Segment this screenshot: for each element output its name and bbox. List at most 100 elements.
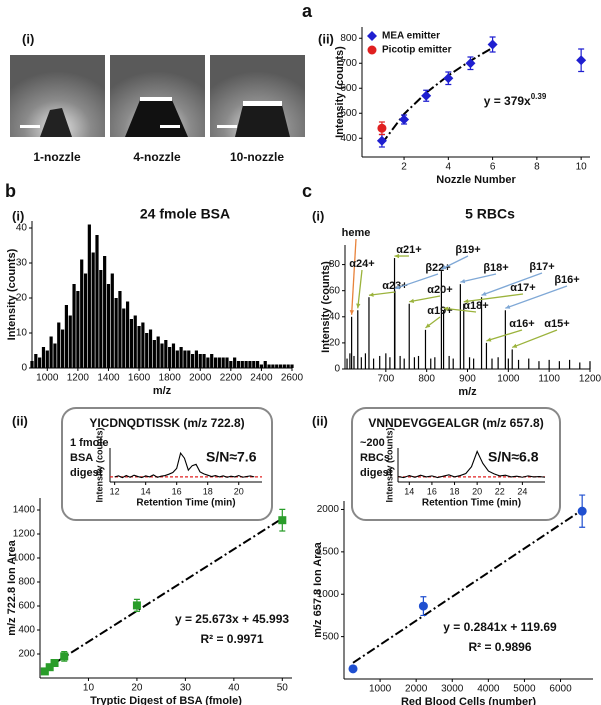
peak-label: α18+ bbox=[463, 300, 488, 312]
x-tick-label: 4 bbox=[446, 162, 452, 173]
annotation-arrowhead bbox=[409, 298, 415, 304]
annotation-arrow bbox=[409, 295, 441, 303]
peak-label: α24+ bbox=[349, 258, 374, 270]
photo-label: 1-nozzle bbox=[33, 150, 81, 164]
x-axis-label: Nozzle Number bbox=[436, 174, 516, 186]
x-axis-label: m/z bbox=[153, 385, 172, 397]
inset-frame bbox=[61, 407, 273, 521]
y-tick-label: 500 bbox=[340, 108, 357, 119]
annotation-arrow bbox=[511, 329, 558, 349]
x-axis-label: Retention Time (min) bbox=[136, 498, 235, 509]
legend-marker bbox=[367, 45, 377, 55]
panel-label: (ii) bbox=[318, 31, 334, 46]
annotation-arrowhead bbox=[486, 337, 492, 342]
annotation: y = 379x0.39 bbox=[484, 92, 547, 108]
marker bbox=[348, 664, 358, 674]
x-tick-label: 18 bbox=[203, 486, 213, 496]
x-tick-label: 12 bbox=[110, 486, 120, 496]
annotation-superscript: 0.39 bbox=[531, 92, 547, 101]
x-tick-label: 1200 bbox=[579, 374, 601, 385]
x-tick-label: 20 bbox=[472, 486, 482, 496]
y-tick-label: 60 bbox=[329, 285, 341, 296]
marker bbox=[40, 667, 49, 676]
marker bbox=[60, 652, 69, 661]
fit-line bbox=[381, 46, 494, 145]
annotation: y = 25.673x + 45.993 bbox=[175, 612, 289, 626]
emitter-tip bbox=[40, 108, 72, 137]
annotation-arrow bbox=[357, 269, 363, 309]
x-tick-label: 16 bbox=[172, 486, 182, 496]
x-tick-label: 14 bbox=[141, 486, 151, 496]
annotation: R² = 0.9971 bbox=[200, 632, 263, 646]
marker bbox=[376, 135, 387, 146]
inset-note: 1 fmole bbox=[70, 437, 109, 449]
y-axis-label: Intensity (counts) bbox=[94, 427, 104, 502]
annotation-arrowhead bbox=[425, 323, 431, 328]
y-tick-label: 10 bbox=[16, 328, 28, 339]
x-tick-label: 2000 bbox=[405, 684, 428, 695]
photo-label: 10-nozzle bbox=[230, 150, 284, 164]
annotation: R² = 0.9896 bbox=[468, 640, 531, 654]
y-tick-label: 1200 bbox=[13, 529, 36, 540]
peak-label: β16+ bbox=[554, 274, 579, 286]
annotation-arrowhead bbox=[349, 310, 355, 315]
chart-scatter: 1000 2000 3000 4000 5000 6000500100015002000R… bbox=[312, 494, 593, 705]
marker bbox=[132, 601, 141, 610]
annotation-arrowhead bbox=[460, 279, 466, 284]
annotation-text: y = 0.2841x + 119.69 bbox=[443, 620, 557, 634]
x-tick-label: 1200 bbox=[67, 373, 90, 384]
x-tick-label: 800 bbox=[418, 374, 435, 385]
x-tick-label: 40 bbox=[228, 683, 240, 694]
chart-title: 24 fmole BSA bbox=[140, 206, 230, 222]
annotation-arrowhead bbox=[463, 298, 469, 304]
annotation-arrowhead bbox=[356, 303, 361, 309]
chromatogram bbox=[114, 451, 255, 479]
y-tick-label: 400 bbox=[340, 133, 357, 144]
legend-marker bbox=[367, 31, 377, 41]
annotation-arrow bbox=[481, 272, 543, 296]
emitter-tip bbox=[235, 105, 290, 137]
annotation-text: y = 379x bbox=[484, 94, 531, 108]
x-tick-label: 50 bbox=[277, 683, 289, 694]
x-axis-label: Retention Time (min) bbox=[422, 498, 521, 509]
y-tick-label: 800 bbox=[18, 577, 35, 588]
scale-bar bbox=[217, 125, 237, 128]
x-tick-label: 1000 bbox=[497, 374, 520, 385]
y-tick-label: 2000 bbox=[317, 504, 340, 515]
y-axis-label: Intensity (counts) bbox=[6, 248, 18, 340]
peak-label: α23+ bbox=[382, 280, 407, 292]
marker bbox=[50, 659, 59, 667]
y-tick-label: 700 bbox=[340, 58, 357, 69]
y-tick-label: 600 bbox=[18, 601, 35, 612]
annotation-arrow bbox=[486, 329, 523, 342]
peak-label: α19+ bbox=[427, 305, 452, 317]
y-axis-label: Intensity (counts) bbox=[384, 427, 394, 502]
signal-to-noise: S/N≈6.8 bbox=[488, 449, 539, 465]
y-tick-label: 80 bbox=[329, 259, 341, 270]
peak-label: α16+ bbox=[509, 318, 534, 330]
chart-scatter: 10 20 30 40 50 200 400 600 800 1000 1200 1400 Trypti… bbox=[6, 498, 292, 705]
y-tick-label: 600 bbox=[340, 83, 357, 94]
marker bbox=[278, 516, 287, 525]
x-tick-label: 6000 bbox=[549, 684, 572, 695]
panel-label: c bbox=[302, 181, 312, 201]
annotation-arrowhead bbox=[443, 306, 449, 311]
panel-label: (i) bbox=[12, 208, 24, 223]
peak-label: β18+ bbox=[483, 262, 508, 274]
signal-to-noise: S/N≈7.6 bbox=[206, 449, 257, 465]
chart-title: 5 RBCs bbox=[465, 206, 515, 222]
inset-note: BSA bbox=[70, 452, 93, 464]
annotation: y = 0.2841x + 119.69 bbox=[443, 620, 557, 634]
panel-label: (ii) bbox=[312, 413, 328, 428]
marker bbox=[45, 663, 54, 672]
y-tick-label: 20 bbox=[329, 338, 341, 349]
annotation-text: y = 25.673x + 45.993 bbox=[175, 612, 289, 626]
x-tick-label: 30 bbox=[180, 683, 192, 694]
peak-label: heme bbox=[342, 227, 371, 239]
peak-label: α17+ bbox=[510, 282, 535, 294]
marker bbox=[418, 601, 428, 611]
marker bbox=[421, 90, 432, 101]
inset-frame bbox=[351, 407, 561, 521]
x-axis-label: Tryptic Digest of BSA (fmole) bbox=[90, 695, 242, 705]
marker bbox=[576, 55, 587, 66]
